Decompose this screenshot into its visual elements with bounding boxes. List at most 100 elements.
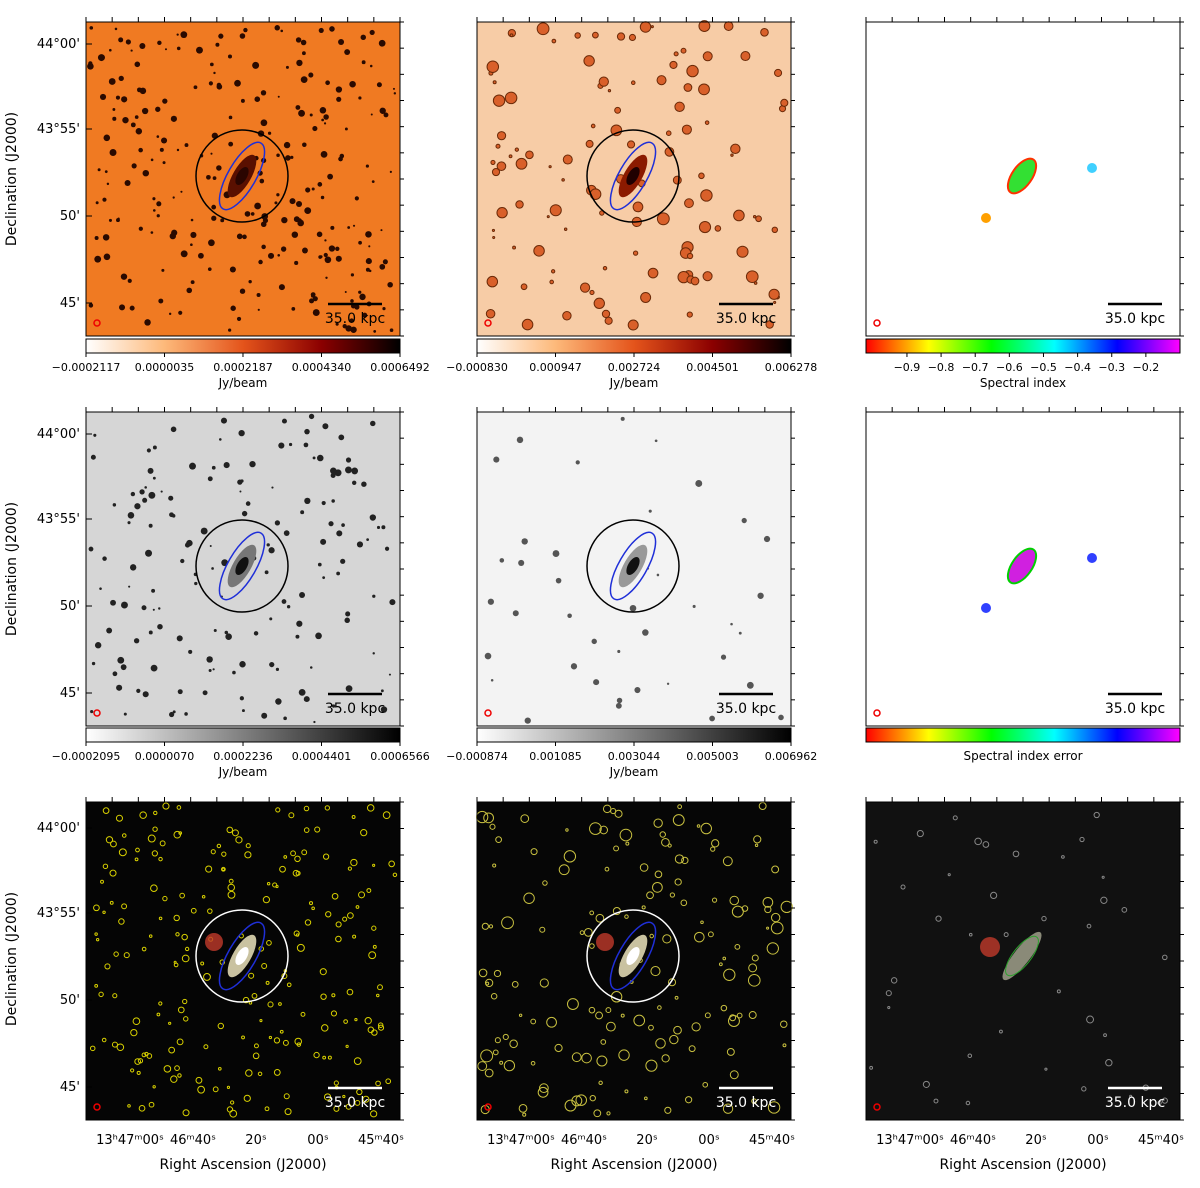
source — [620, 416, 625, 421]
source — [690, 276, 700, 286]
source — [95, 938, 100, 942]
source — [303, 442, 309, 448]
source — [780, 98, 789, 107]
source — [362, 312, 368, 318]
source — [208, 239, 215, 247]
source — [352, 224, 356, 227]
beam — [484, 319, 492, 327]
source — [770, 921, 784, 935]
source — [933, 1098, 939, 1104]
source — [358, 891, 366, 899]
source — [245, 843, 251, 849]
source — [372, 594, 376, 598]
source — [186, 539, 193, 547]
source — [524, 717, 531, 724]
source — [590, 123, 596, 129]
source — [212, 668, 215, 671]
aperture-circle — [195, 129, 289, 223]
source — [581, 1052, 592, 1064]
source — [710, 846, 716, 852]
source — [153, 810, 158, 816]
source — [323, 252, 328, 258]
panel: 35.0 kpc −0.0002117 0.0000035 0.0002187 0.00… — [52, 17, 430, 390]
source — [350, 299, 354, 303]
source — [189, 462, 196, 470]
source — [274, 520, 281, 526]
source — [242, 234, 247, 240]
source — [136, 87, 142, 93]
y-axis-label: Declination (J2000) — [4, 892, 20, 1026]
source — [171, 514, 176, 518]
source — [887, 1005, 891, 1010]
source — [232, 670, 236, 675]
source — [515, 200, 524, 209]
source — [239, 33, 246, 39]
source — [162, 161, 166, 165]
source — [330, 467, 337, 475]
source — [296, 620, 303, 627]
source — [575, 1094, 588, 1106]
source — [180, 250, 188, 258]
source — [372, 944, 377, 949]
source — [134, 503, 141, 510]
source — [562, 154, 573, 165]
source — [309, 298, 315, 304]
panel: 35.0 kpc −0.0002095 0.0000070 0.0002236 0.00… — [52, 407, 430, 779]
source — [726, 1047, 735, 1056]
source — [122, 116, 129, 124]
source — [347, 866, 352, 871]
source — [632, 201, 644, 213]
source — [296, 943, 305, 952]
source — [210, 849, 216, 855]
x-tick-label: 20ˢ — [245, 1133, 267, 1148]
source — [313, 720, 316, 724]
source — [320, 195, 325, 200]
source — [150, 231, 154, 234]
source — [176, 148, 180, 152]
source — [345, 325, 352, 332]
source — [291, 306, 296, 311]
source — [128, 585, 131, 588]
source — [333, 1080, 339, 1086]
source — [200, 961, 205, 966]
source — [589, 943, 595, 949]
source — [148, 491, 156, 499]
source — [361, 60, 366, 65]
source — [709, 715, 715, 722]
source — [127, 278, 132, 283]
source — [157, 40, 162, 46]
source — [284, 1108, 292, 1116]
source — [335, 921, 342, 928]
panel: 35.0 kpc Spectral index error — [865, 407, 1184, 763]
source — [345, 466, 352, 474]
source — [283, 141, 291, 149]
source — [245, 501, 251, 506]
source — [130, 122, 136, 128]
colorbar-tick-label: −0.8 — [928, 361, 955, 374]
source — [295, 37, 302, 43]
source — [325, 276, 328, 279]
source — [669, 1034, 679, 1045]
source — [593, 679, 600, 686]
source — [650, 966, 661, 977]
source — [131, 163, 137, 169]
source — [539, 926, 546, 933]
panel: 35.0 kpc −0.000830 0.000947 0.002724 0.00450… — [446, 17, 817, 390]
panel: 35.0 kpc — [476, 797, 795, 1121]
spectral-spot — [1087, 553, 1097, 563]
source — [207, 476, 213, 482]
source — [108, 48, 112, 52]
source — [129, 564, 137, 571]
source — [99, 587, 102, 590]
source — [216, 165, 222, 171]
source — [220, 866, 226, 872]
colorbar — [476, 727, 792, 743]
source — [672, 814, 685, 826]
y-tick-label: 43°55' — [37, 122, 80, 137]
source — [110, 599, 116, 606]
x-tick-label: 13ʰ47ᵐ00ˢ — [876, 1133, 944, 1148]
source — [366, 538, 369, 541]
colorbar-tick-label: 0.005003 — [686, 750, 739, 763]
source — [110, 840, 117, 848]
